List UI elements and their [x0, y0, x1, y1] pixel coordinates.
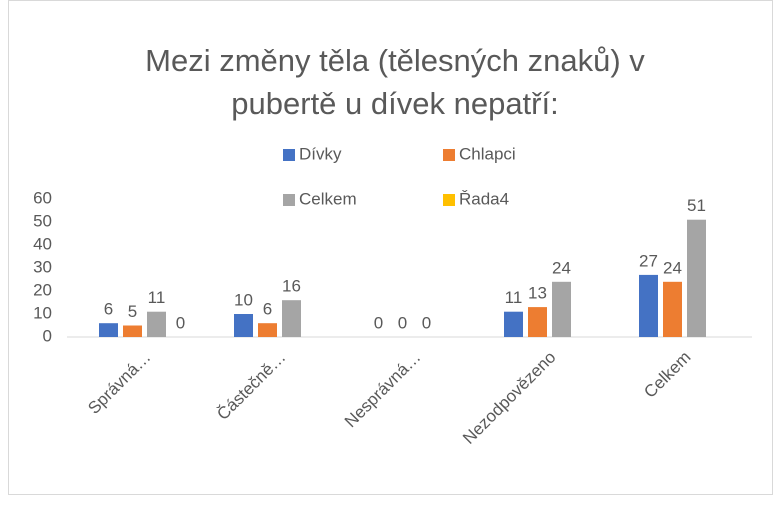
legend-label: Dívky [299, 144, 342, 163]
data-label: 13 [528, 284, 547, 303]
data-label: 51 [687, 196, 706, 215]
y-tick-label: 50 [33, 211, 52, 230]
bar [663, 281, 682, 337]
data-label: 0 [374, 313, 383, 332]
legend-label: Celkem [299, 189, 357, 208]
bar [528, 307, 547, 337]
bar [639, 274, 658, 337]
data-label: 0 [422, 313, 431, 332]
data-label: 24 [552, 258, 571, 277]
y-tick-label: 40 [33, 234, 52, 253]
bar [552, 281, 571, 337]
y-tick-label: 60 [33, 188, 52, 207]
data-label: 11 [148, 288, 166, 307]
data-label: 6 [263, 300, 272, 319]
bar [123, 325, 142, 337]
data-label: 6 [104, 300, 113, 319]
y-tick-label: 10 [33, 303, 52, 322]
legend-label: Chlapci [459, 144, 516, 163]
legend-swatch [443, 194, 455, 206]
data-label: 10 [234, 290, 253, 309]
data-label: 5 [128, 302, 137, 321]
data-label: 27 [639, 251, 658, 270]
bar [99, 323, 118, 337]
bar [282, 300, 301, 337]
legend-swatch [443, 149, 455, 161]
data-label: 24 [663, 258, 682, 277]
legend-label: Řada4 [459, 189, 509, 208]
chart-frame [8, 0, 773, 495]
data-label: 11 [505, 288, 523, 307]
y-tick-label: 20 [33, 280, 52, 299]
bar [504, 311, 523, 337]
y-tick-label: 0 [43, 326, 52, 345]
legend-swatch [283, 194, 295, 206]
data-label: 16 [282, 277, 301, 296]
bar [258, 323, 277, 337]
legend-swatch [283, 149, 295, 161]
bar [147, 311, 166, 337]
data-label: 0 [398, 313, 407, 332]
chart-title: Mezi změny těla (tělesných znaků) v [145, 43, 645, 78]
data-label: 0 [176, 313, 185, 332]
bar [687, 219, 706, 337]
chart-title: pubertě u dívek nepatří: [231, 86, 558, 121]
bar [234, 314, 253, 337]
y-tick-label: 30 [33, 257, 52, 276]
